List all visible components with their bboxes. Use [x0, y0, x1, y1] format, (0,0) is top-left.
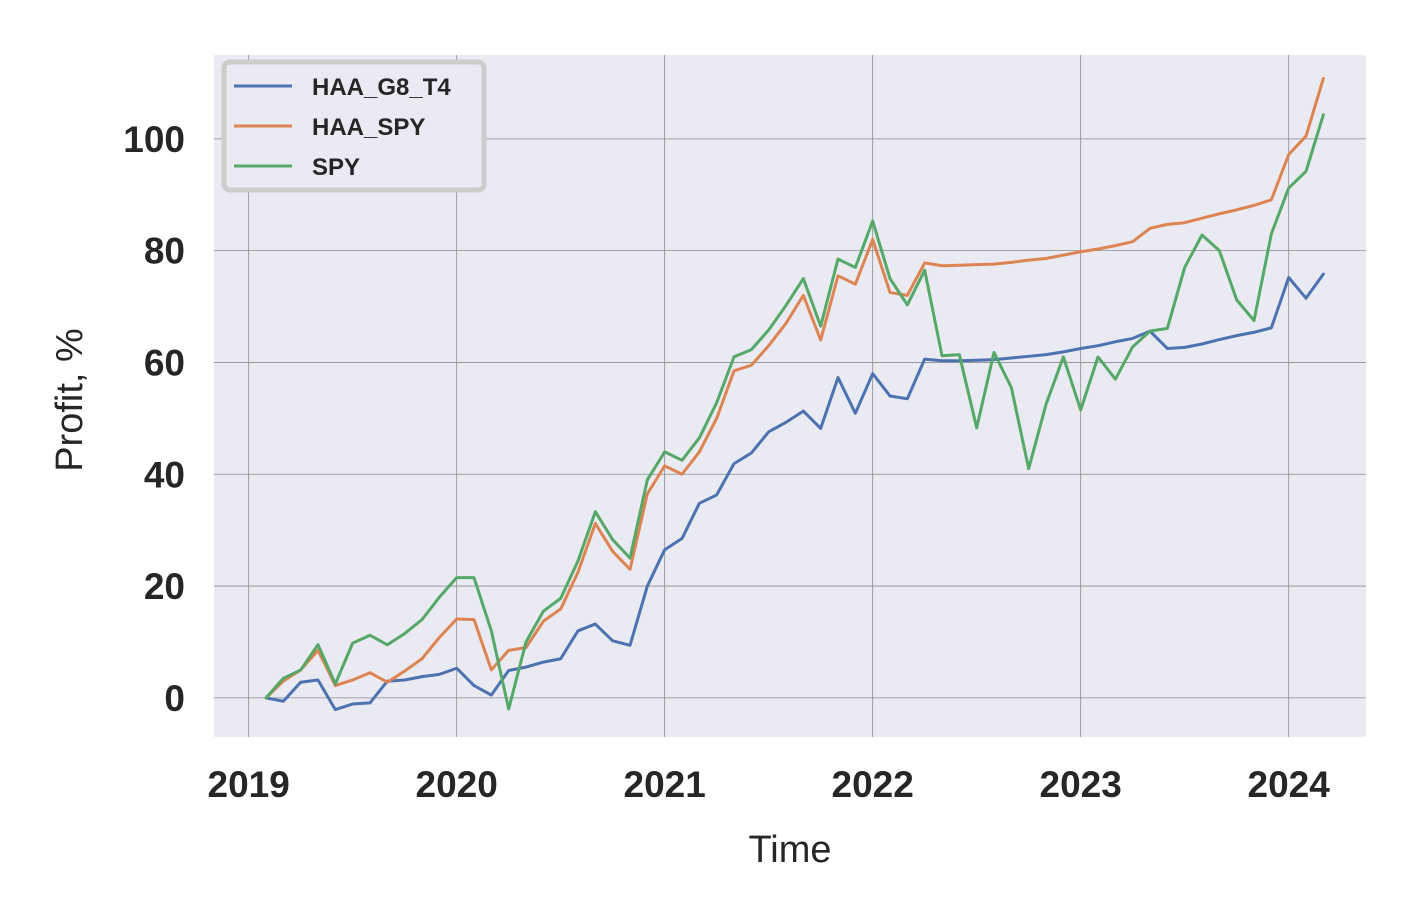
- y-tick-label: 40: [144, 454, 185, 495]
- y-tick-label: 20: [144, 566, 185, 607]
- legend-box: [221, 59, 487, 193]
- y-tick-label: 80: [144, 231, 185, 272]
- legend-label: SPY: [312, 154, 360, 181]
- y-tick-label: 60: [144, 342, 185, 383]
- x-tick-label: 2021: [624, 764, 706, 805]
- x-tick-label: 2022: [832, 764, 914, 805]
- x-tick-label: 2019: [208, 764, 290, 805]
- legend-label: HAA_SPY: [312, 114, 425, 141]
- series-line-haa-spy: [264, 76, 1325, 700]
- legend: HAA_G8_T4 HAA_SPY SPY: [221, 59, 487, 193]
- x-tick-label: 2023: [1040, 764, 1122, 805]
- series-lines: [264, 76, 1325, 712]
- x-tick-label: 2024: [1248, 764, 1331, 805]
- x-tick-label: 2020: [416, 764, 498, 805]
- y-tick-label: 0: [164, 678, 185, 719]
- legend-label: HAA_G8_T4: [312, 74, 451, 101]
- y-axis-label: Profit, %: [49, 328, 91, 472]
- y-tick-label: 100: [123, 119, 185, 160]
- series-line-spy: [264, 113, 1325, 711]
- x-tick-labels: 2019 2020 2021 2022 2023 2024: [208, 764, 1331, 805]
- y-tick-labels: 0 20 40 60 80 100: [123, 119, 185, 719]
- x-axis-label: Time: [748, 829, 831, 871]
